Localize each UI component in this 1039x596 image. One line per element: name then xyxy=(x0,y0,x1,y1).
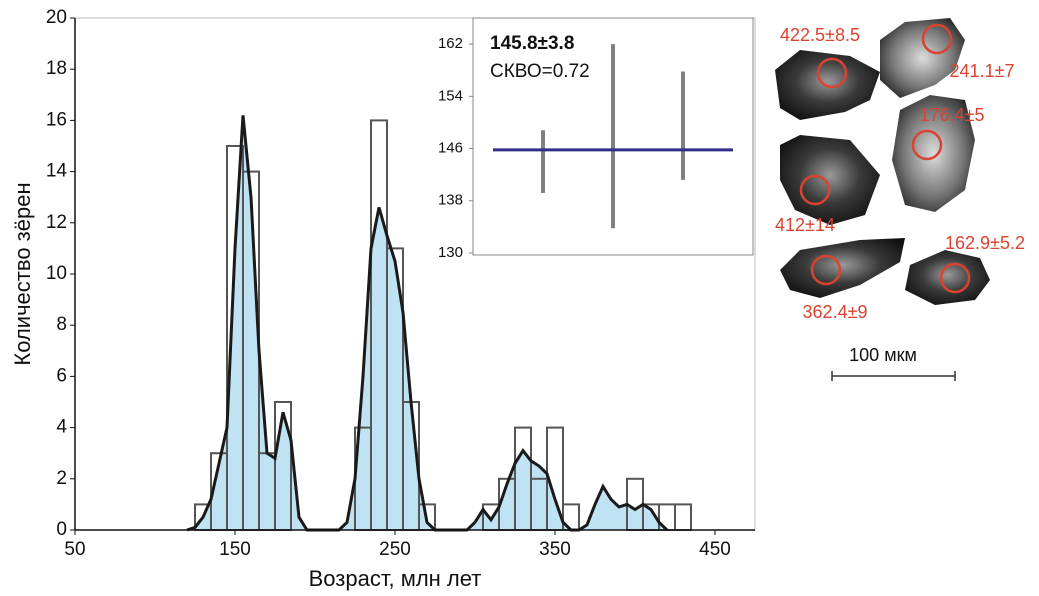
y-tick-label: 0 xyxy=(56,519,67,540)
histogram-bar xyxy=(675,504,691,530)
scale-bar-label: 100 мкм xyxy=(849,345,917,365)
y-tick-label: 146 xyxy=(438,140,463,157)
y-tick-label: 20 xyxy=(46,7,67,28)
inset-title: 145.8±3.8 xyxy=(490,33,574,54)
grain-images: 422.5±8.5 241.1±7 176.4±5 412±14 162.9±5… xyxy=(775,18,1025,381)
y-tick-label: 162 xyxy=(438,35,463,52)
grain xyxy=(780,135,880,225)
scale-bar xyxy=(832,371,955,381)
y-tick-label: 154 xyxy=(438,87,463,104)
y-tick-label: 18 xyxy=(46,58,67,79)
y-tick-label: 14 xyxy=(46,161,68,182)
x-tick-label: 150 xyxy=(219,539,251,560)
y-tick-label: 2 xyxy=(56,468,67,489)
grain-label: 412±14 xyxy=(775,215,835,235)
y-tick-label: 12 xyxy=(46,212,67,233)
y-axis-label: Количество зёрен xyxy=(10,182,35,365)
grain-label: 241.1±7 xyxy=(950,61,1015,81)
figure: 422.5±8.5 241.1±7 176.4±5 412±14 162.9±5… xyxy=(0,0,1039,596)
grain-label: 422.5±8.5 xyxy=(780,25,860,45)
grain-label: 362.4±9 xyxy=(803,302,868,322)
inset-subtitle: СКВО=0.72 xyxy=(490,61,590,82)
y-tick-label: 8 xyxy=(56,314,67,335)
y-tick-label: 4 xyxy=(56,417,67,438)
grain-label: 162.9±5.2 xyxy=(945,233,1025,253)
x-axis-label: Возраст, млн лет xyxy=(309,566,482,591)
x-tick-label: 250 xyxy=(379,539,411,560)
grain xyxy=(780,238,905,298)
y-tick-label: 6 xyxy=(56,365,67,386)
grain xyxy=(905,250,990,305)
y-tick-label: 10 xyxy=(46,263,67,284)
x-tick-label: 50 xyxy=(64,539,85,560)
y-tick-label: 138 xyxy=(438,192,463,209)
x-tick-label: 350 xyxy=(539,539,571,560)
grain-label: 176.4±5 xyxy=(920,105,985,125)
y-tick-label: 130 xyxy=(438,244,463,261)
y-tick-label: 16 xyxy=(46,109,67,130)
grain xyxy=(880,18,965,98)
x-tick-label: 450 xyxy=(699,539,731,560)
